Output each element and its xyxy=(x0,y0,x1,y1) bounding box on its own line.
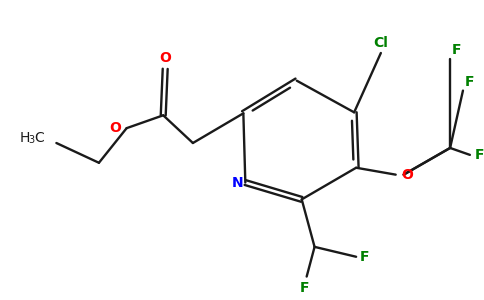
Text: F: F xyxy=(475,148,484,162)
Text: H: H xyxy=(20,131,30,145)
Text: Cl: Cl xyxy=(374,36,388,50)
Text: 3: 3 xyxy=(29,135,35,145)
Text: F: F xyxy=(360,250,370,264)
Text: O: O xyxy=(402,168,413,182)
Text: F: F xyxy=(465,75,474,88)
Text: O: O xyxy=(159,51,171,65)
Text: C: C xyxy=(35,131,45,145)
Text: F: F xyxy=(452,43,462,57)
Text: O: O xyxy=(109,121,121,135)
Text: N: N xyxy=(232,176,243,190)
Text: F: F xyxy=(300,280,309,295)
